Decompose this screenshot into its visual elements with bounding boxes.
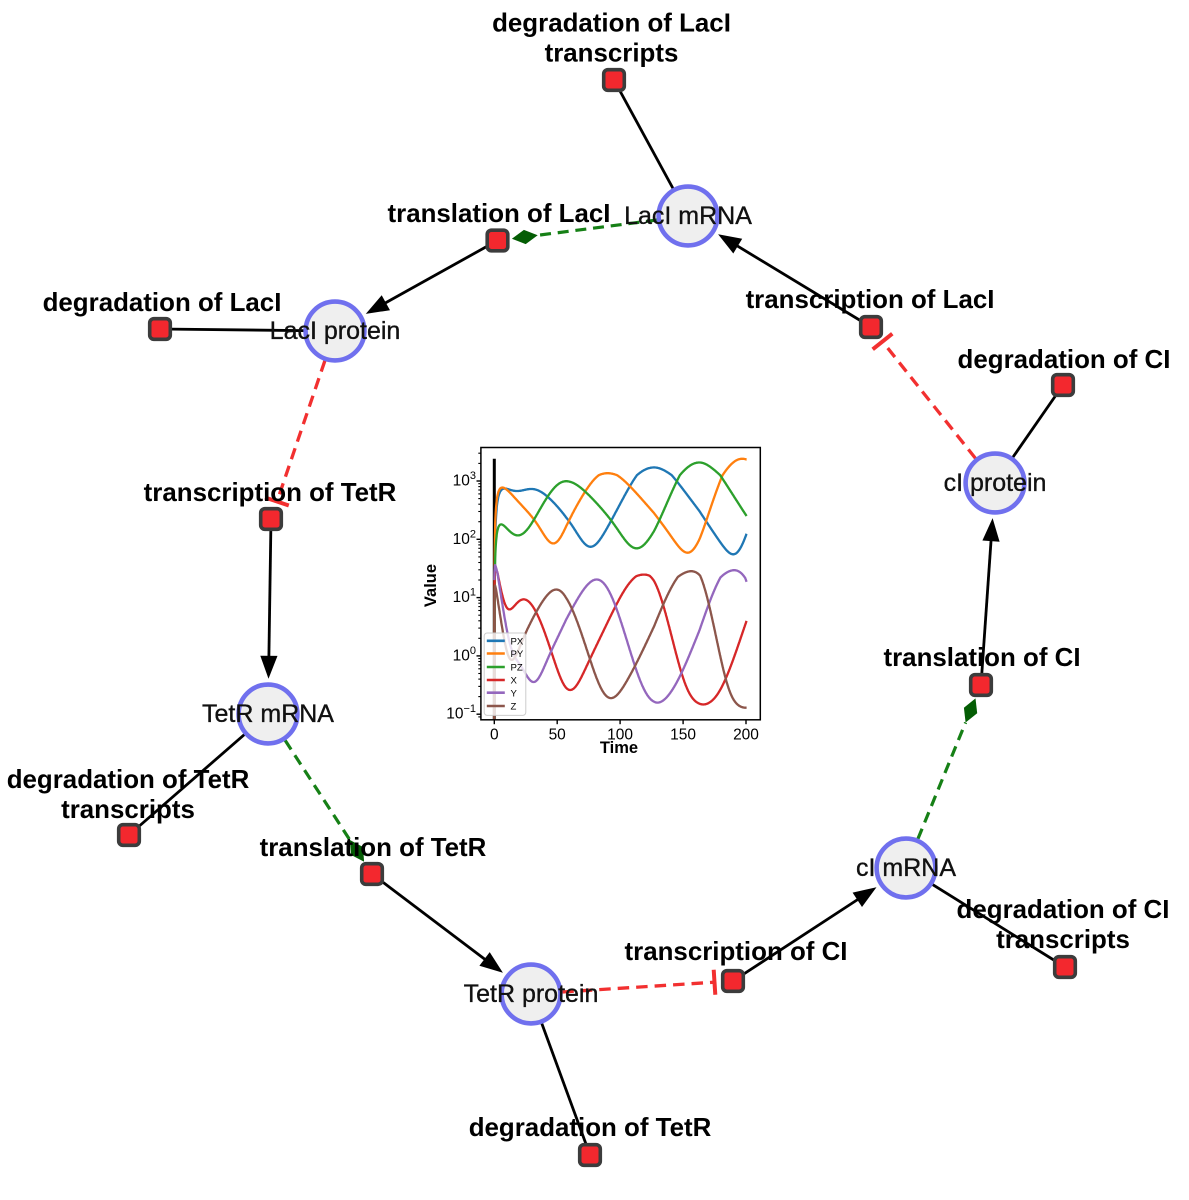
- svg-text:degradation of CI: degradation of CI: [957, 896, 1170, 924]
- svg-text:200: 200: [733, 726, 759, 743]
- svg-text:cI mRNA: cI mRNA: [856, 854, 956, 882]
- svg-text:PY: PY: [511, 649, 524, 660]
- svg-text:PZ: PZ: [511, 663, 523, 674]
- svg-text:degradation of TetR: degradation of TetR: [469, 1114, 712, 1142]
- svg-text:transcription of CI: transcription of CI: [625, 938, 848, 966]
- svg-text:100: 100: [607, 726, 633, 743]
- svg-text:transcripts: transcripts: [61, 796, 195, 824]
- svg-text:Y: Y: [511, 688, 518, 699]
- svg-text:LacI mRNA: LacI mRNA: [624, 202, 752, 230]
- svg-text:transcripts: transcripts: [996, 926, 1130, 954]
- svg-text:PX: PX: [511, 637, 524, 648]
- svg-text:degradation of CI: degradation of CI: [958, 346, 1171, 374]
- svg-text:Value: Value: [422, 564, 440, 607]
- svg-text:translation of CI: translation of CI: [883, 644, 1080, 672]
- svg-text:TetR mRNA: TetR mRNA: [202, 700, 334, 728]
- svg-text:0: 0: [490, 726, 499, 743]
- svg-text:X: X: [511, 676, 518, 687]
- svg-text:TetR protein: TetR protein: [464, 980, 599, 1008]
- svg-text:Time: Time: [600, 739, 638, 757]
- svg-text:cI protein: cI protein: [944, 469, 1047, 497]
- svg-text:50: 50: [549, 726, 567, 743]
- svg-text:degradation of TetR: degradation of TetR: [7, 766, 250, 794]
- svg-text:degradation of LacI: degradation of LacI: [43, 289, 282, 317]
- svg-text:150: 150: [670, 726, 696, 743]
- svg-text:translation of TetR: translation of TetR: [260, 834, 487, 862]
- svg-text:transcription of TetR: transcription of TetR: [144, 479, 397, 507]
- svg-text:transcription of LacI: transcription of LacI: [746, 286, 995, 314]
- svg-text:transcripts: transcripts: [545, 40, 679, 68]
- svg-text:degradation of LacI: degradation of LacI: [492, 10, 731, 38]
- svg-text:LacI protein: LacI protein: [270, 317, 401, 345]
- svg-text:Z: Z: [511, 702, 517, 713]
- svg-text:translation of LacI: translation of LacI: [388, 200, 611, 228]
